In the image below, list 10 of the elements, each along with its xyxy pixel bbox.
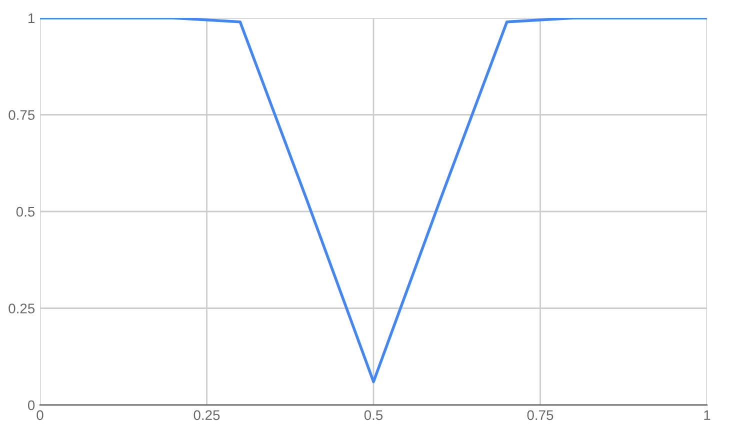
- y-tick-label: 0.75: [8, 110, 35, 120]
- y-tick-label: 0.5: [16, 206, 35, 217]
- y-tick-label: 0: [28, 400, 35, 410]
- x-tick-label: 0.5: [364, 410, 383, 420]
- x-tick-label: 0.25: [194, 410, 220, 420]
- x-tick-label: 1: [704, 410, 710, 420]
- x-tick-label: 0.75: [527, 410, 554, 420]
- y-tick-label: 1: [28, 13, 34, 24]
- y-tick-label: 0.25: [8, 304, 35, 314]
- x-tick-label: 0: [36, 410, 44, 420]
